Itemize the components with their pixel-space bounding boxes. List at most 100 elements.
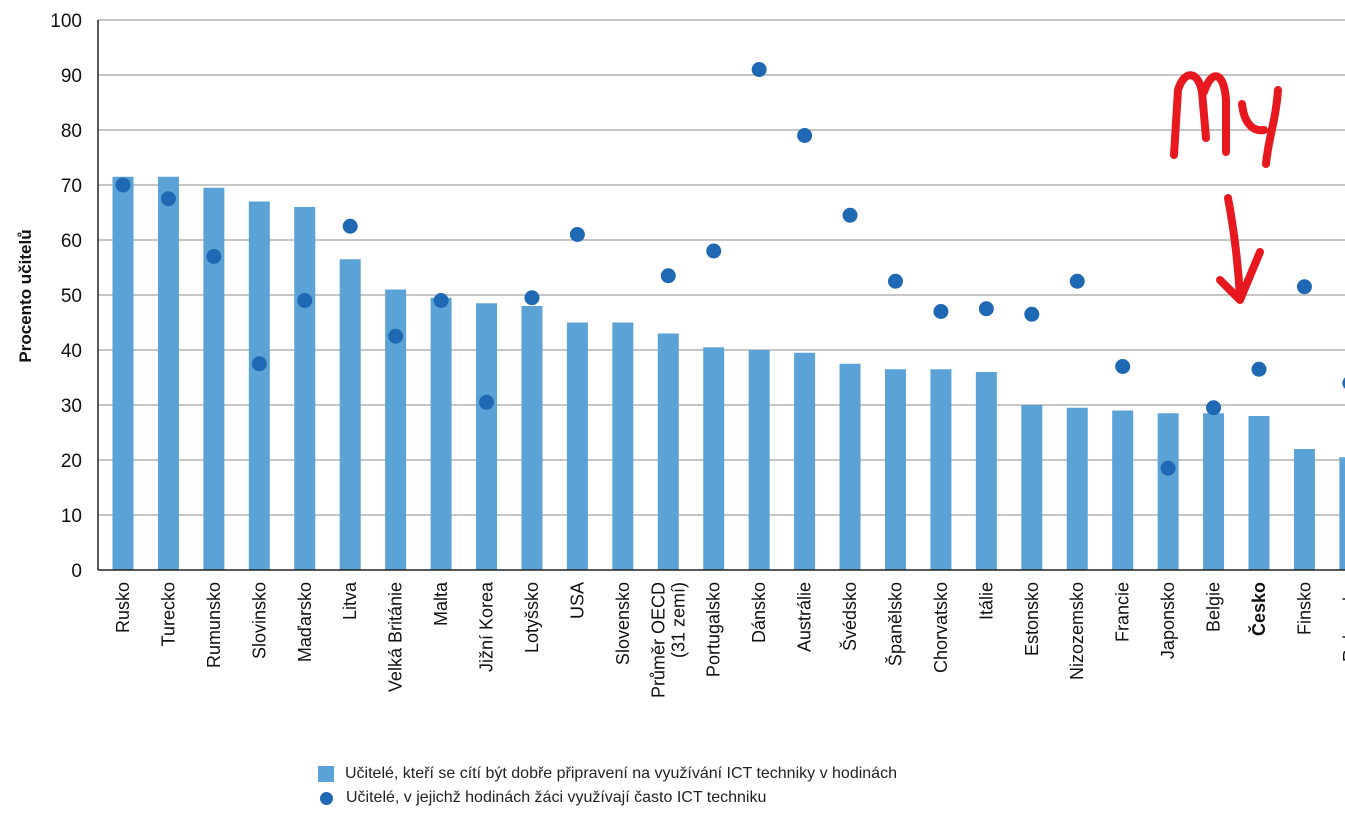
x-tick-label: Estonsko	[1022, 582, 1042, 656]
x-tick-label: Švédsko	[839, 582, 860, 651]
data-point	[115, 177, 131, 193]
x-tick-label: Portugalsko	[704, 582, 724, 677]
data-point	[342, 218, 358, 234]
y-tick-label: 40	[61, 341, 82, 362]
data-point	[1069, 273, 1085, 289]
data-point	[479, 394, 495, 410]
bar	[703, 347, 725, 570]
data-point	[797, 128, 813, 143]
data-point	[1024, 306, 1040, 322]
y-tick-label: 0	[71, 561, 82, 582]
bar	[112, 176, 134, 570]
x-tick-label: Lotyšsko	[522, 582, 542, 653]
bar	[657, 333, 679, 570]
y-tick-label: 70	[61, 176, 82, 197]
x-tick-label: USA	[567, 582, 587, 619]
data-point	[1296, 279, 1312, 295]
bar	[566, 322, 588, 570]
annotation-arrow	[1216, 194, 1264, 304]
annotation-letter-y	[1238, 86, 1282, 168]
x-tick-label: Malta	[431, 581, 451, 626]
data-point	[524, 290, 540, 306]
data-point	[887, 273, 903, 289]
y-tick-label: 20	[61, 451, 82, 472]
x-tick-label: Finsko	[1294, 582, 1314, 635]
y-tick-label: 50	[61, 286, 82, 307]
y-tick-label: 60	[61, 231, 82, 252]
bar	[521, 306, 543, 570]
bar	[1112, 410, 1134, 570]
bar	[884, 369, 906, 570]
bar	[1339, 457, 1345, 570]
legend: Učitelé, kteří se cítí být dobře připrav…	[318, 762, 897, 810]
bar	[339, 259, 361, 570]
data-point	[433, 293, 449, 308]
y-tick-label: 90	[61, 66, 82, 87]
y-tick-label: 80	[61, 121, 82, 142]
bar	[1157, 413, 1179, 570]
data-point	[1115, 359, 1131, 374]
bar	[1066, 407, 1088, 570]
x-tick-label: Turecko	[158, 582, 178, 646]
bar	[1021, 405, 1043, 570]
x-tick-label: Slovensko	[613, 582, 633, 665]
legend-item-dots: Učitelé, v jejichž hodinách žáci využíva…	[318, 786, 897, 810]
legend-label-bars: Učitelé, kteří se cítí být dobře připrav…	[345, 765, 897, 782]
bar	[203, 187, 225, 570]
x-tick-label: Rakousko	[1340, 582, 1345, 662]
x-tick-label: Rusko	[113, 582, 133, 633]
bar	[476, 303, 498, 570]
legend-dot-swatch	[320, 791, 333, 805]
annotation-letter-m	[1170, 71, 1230, 159]
x-tick-label: Španělsko	[884, 582, 905, 666]
data-point	[660, 268, 676, 284]
bar	[1293, 449, 1315, 570]
data-point	[842, 207, 858, 223]
y-tick-label: 10	[61, 506, 82, 527]
x-tick-label: Litva	[340, 581, 360, 620]
data-point	[297, 293, 313, 308]
bar	[385, 289, 407, 570]
data-point	[1206, 400, 1222, 416]
x-tick-label: Česko	[1248, 582, 1269, 636]
x-tick-label: Maďarsko	[295, 582, 315, 662]
data-point	[206, 249, 222, 264]
x-tick-label: Průměr OECD(31 zemí)	[648, 582, 688, 698]
x-tick-label: Rumunsko	[204, 582, 224, 668]
x-tick-label: Itálie	[976, 582, 996, 620]
handwritten-annotation	[1170, 71, 1282, 304]
y-tick-label: 30	[61, 396, 82, 417]
data-point	[1160, 460, 1176, 476]
bar	[248, 201, 270, 570]
x-tick-label: Chorvatsko	[931, 582, 951, 673]
bar	[1248, 416, 1270, 570]
bar	[430, 297, 452, 570]
legend-bar-swatch	[318, 766, 334, 782]
x-tick-label: Jižní Korea	[477, 581, 497, 672]
bar	[612, 322, 634, 570]
x-tick-label: Austrálie	[795, 582, 815, 652]
bar	[157, 176, 179, 570]
x-tick-label: Belgie	[1204, 582, 1224, 632]
bar	[748, 350, 770, 570]
bar	[1203, 413, 1225, 570]
x-tick-label: Slovinsko	[249, 582, 269, 659]
x-tick-label: Japonsko	[1158, 582, 1178, 659]
bar	[794, 352, 816, 570]
x-tick-label: Nizozemsko	[1067, 582, 1087, 680]
bar	[975, 372, 997, 570]
data-point	[160, 191, 176, 207]
legend-label-dots: Učitelé, v jejichž hodinách žáci využíva…	[346, 789, 767, 806]
data-point	[388, 328, 404, 344]
y-tick-label: 100	[50, 11, 82, 32]
x-tick-label: Dánsko	[749, 582, 769, 643]
data-point	[1251, 361, 1267, 377]
data-point	[1342, 377, 1345, 389]
bar	[294, 207, 316, 570]
x-tick-label: Velká Británie	[386, 582, 406, 692]
data-point	[933, 304, 949, 319]
x-tick-label: Francie	[1113, 582, 1133, 642]
data-point	[569, 227, 585, 242]
data-point	[251, 356, 267, 372]
